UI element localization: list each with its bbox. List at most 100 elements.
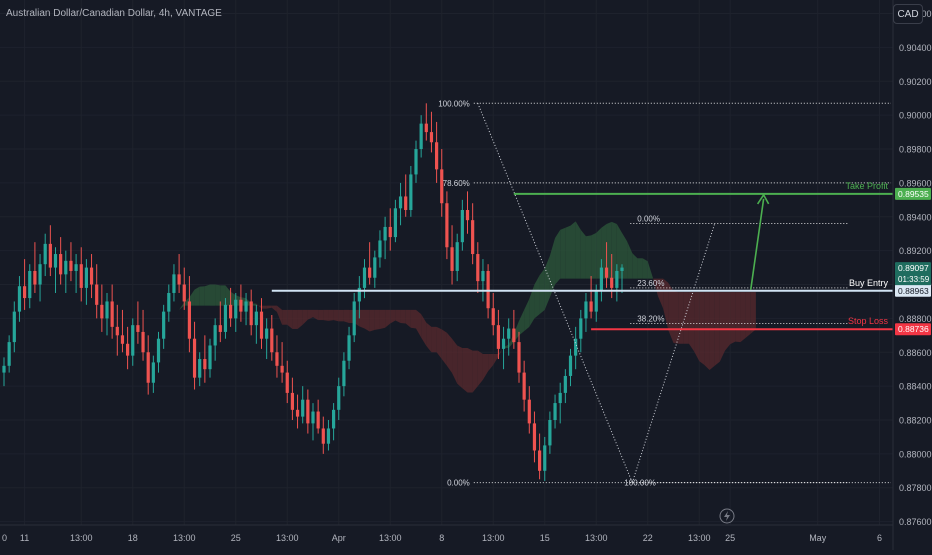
candle-body[interactable] [548,420,552,446]
candle-body[interactable] [440,169,444,204]
candle-body[interactable] [38,264,42,285]
candle-body[interactable] [512,328,516,343]
candle-body[interactable] [43,243,47,265]
candle-body[interactable] [229,304,233,319]
candle-body[interactable] [419,123,423,150]
candle-body[interactable] [105,301,109,319]
candle-body[interactable] [306,399,310,424]
candle-body[interactable] [218,325,222,332]
candle-body[interactable] [496,325,500,349]
candle-body[interactable] [476,254,480,282]
candle-body[interactable] [455,242,459,271]
candle-body[interactable] [481,270,485,282]
candle-body[interactable] [290,392,294,410]
candle-body[interactable] [89,267,94,285]
candle-body[interactable] [558,392,562,404]
candle-body[interactable] [342,360,346,387]
candle-body[interactable] [265,328,269,339]
candle-body[interactable] [584,301,588,319]
candle-body[interactable] [182,284,186,302]
candle-body[interactable] [393,208,397,238]
candle-body[interactable] [131,325,135,356]
candle-body[interactable] [213,325,217,346]
candle-body[interactable] [486,270,490,309]
candle-body[interactable] [203,359,207,370]
candle-body[interactable] [553,403,557,420]
candle-body[interactable] [321,428,325,444]
candle-body[interactable] [198,359,202,378]
candle-body[interactable] [610,277,614,288]
candle-body[interactable] [74,264,78,271]
candle-body[interactable] [234,299,238,319]
candle-body[interactable] [352,301,356,336]
candle-body[interactable] [409,174,413,210]
candle-body[interactable] [527,399,531,424]
candle-body[interactable] [383,226,387,241]
candle-body[interactable] [53,254,58,268]
candle-body[interactable] [156,338,161,363]
currency-button[interactable]: CAD [893,4,923,24]
candle-body[interactable] [259,311,264,339]
candle-body[interactable] [285,372,289,393]
candle-body[interactable] [208,345,212,370]
candle-body[interactable] [187,301,191,339]
candle-body[interactable] [388,226,392,238]
candle-body[interactable] [435,142,439,170]
candle-body[interactable] [270,328,274,353]
candle-body[interactable] [23,286,27,299]
candle-body[interactable] [301,399,305,417]
candle-body[interactable] [532,423,537,451]
candle-body[interactable] [280,365,284,373]
candle-body[interactable] [398,196,403,209]
candle-body[interactable] [239,299,243,312]
candle-body[interactable] [465,210,470,221]
candle-body[interactable] [12,311,16,343]
candle-body[interactable] [7,342,11,366]
candle-body[interactable] [604,267,609,278]
candle-body[interactable] [28,270,32,299]
candle-body[interactable] [151,362,155,383]
candle-body[interactable] [84,267,88,288]
candle-body[interactable] [615,270,619,288]
candle-body[interactable] [460,210,464,243]
candle-body[interactable] [172,274,176,293]
candle-body[interactable] [337,386,341,410]
candle-body[interactable] [579,318,583,339]
candle-body[interactable] [141,331,145,353]
candle-body[interactable] [79,264,83,288]
candle-body[interactable] [543,445,547,471]
candle-body[interactable] [162,311,166,339]
candle-body[interactable] [574,338,578,356]
candle-body[interactable] [177,274,181,285]
candle-body[interactable] [33,270,37,285]
candle-body[interactable] [136,325,140,332]
candle-body[interactable] [100,304,104,319]
candle-body[interactable] [64,260,68,275]
candle-body[interactable] [357,287,361,302]
candle-body[interactable] [326,428,331,444]
candle-body[interactable] [429,132,434,143]
candle-body[interactable] [347,335,351,361]
candle-body[interactable] [538,450,542,471]
candle-body[interactable] [491,308,495,326]
candle-body[interactable] [59,254,63,275]
candle-body[interactable] [599,267,603,292]
bolt-icon[interactable] [719,508,735,524]
candle-body[interactable] [522,372,526,400]
candle-body[interactable] [115,326,119,336]
candle-body[interactable] [507,328,511,339]
candle-body[interactable] [254,311,258,326]
candle-body[interactable] [368,267,372,278]
candle-body[interactable] [120,335,125,344]
candle-body[interactable] [517,342,521,373]
candle-body[interactable] [424,123,428,133]
candle-body[interactable] [563,375,567,393]
candle-body[interactable] [2,365,6,373]
candle-body[interactable] [316,411,320,429]
candle-body[interactable] [146,352,150,383]
candle-body[interactable] [589,301,593,312]
candle-body[interactable] [69,260,73,271]
candle-body[interactable] [223,304,228,332]
candle-body[interactable] [362,267,367,288]
candle-body[interactable] [471,220,475,255]
